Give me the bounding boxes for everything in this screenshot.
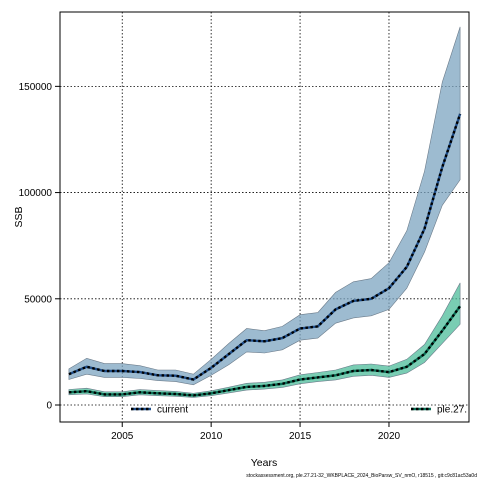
x-tick-label: 2010	[200, 431, 223, 442]
grid-lines	[60, 12, 469, 422]
ci-band-1	[68, 26, 461, 386]
x-axis-ticks: 2005 2010 2015 2020	[111, 422, 401, 442]
y-tick-label: 150000	[19, 82, 53, 93]
series-dashes-2	[68, 305, 462, 397]
legend-label-1: current	[157, 405, 188, 416]
y-axis-title: SSB	[13, 206, 25, 227]
x-tick-label: 2005	[111, 431, 134, 442]
legend-label-2: ple.27.	[437, 405, 467, 416]
y-tick-label: 50000	[24, 294, 52, 305]
footer-note: stockassessment.org, ple.27.21-32_WKBPLA…	[246, 473, 477, 479]
confidence-bands	[68, 26, 461, 398]
x-tick-label: 2015	[289, 431, 312, 442]
ci-band-2	[68, 282, 461, 398]
x-axis-title: Years	[251, 457, 277, 469]
x-tick-label: 2020	[378, 431, 401, 442]
y-tick-label: 0	[46, 401, 52, 412]
y-axis-ticks: 0 50000 100000 150000	[19, 82, 60, 412]
y-tick-label: 100000	[19, 188, 53, 199]
series-dashes-1	[68, 113, 462, 381]
legend: current ple.27.	[131, 405, 467, 416]
series-lines	[68, 113, 462, 397]
plot-frame	[59, 11, 470, 423]
